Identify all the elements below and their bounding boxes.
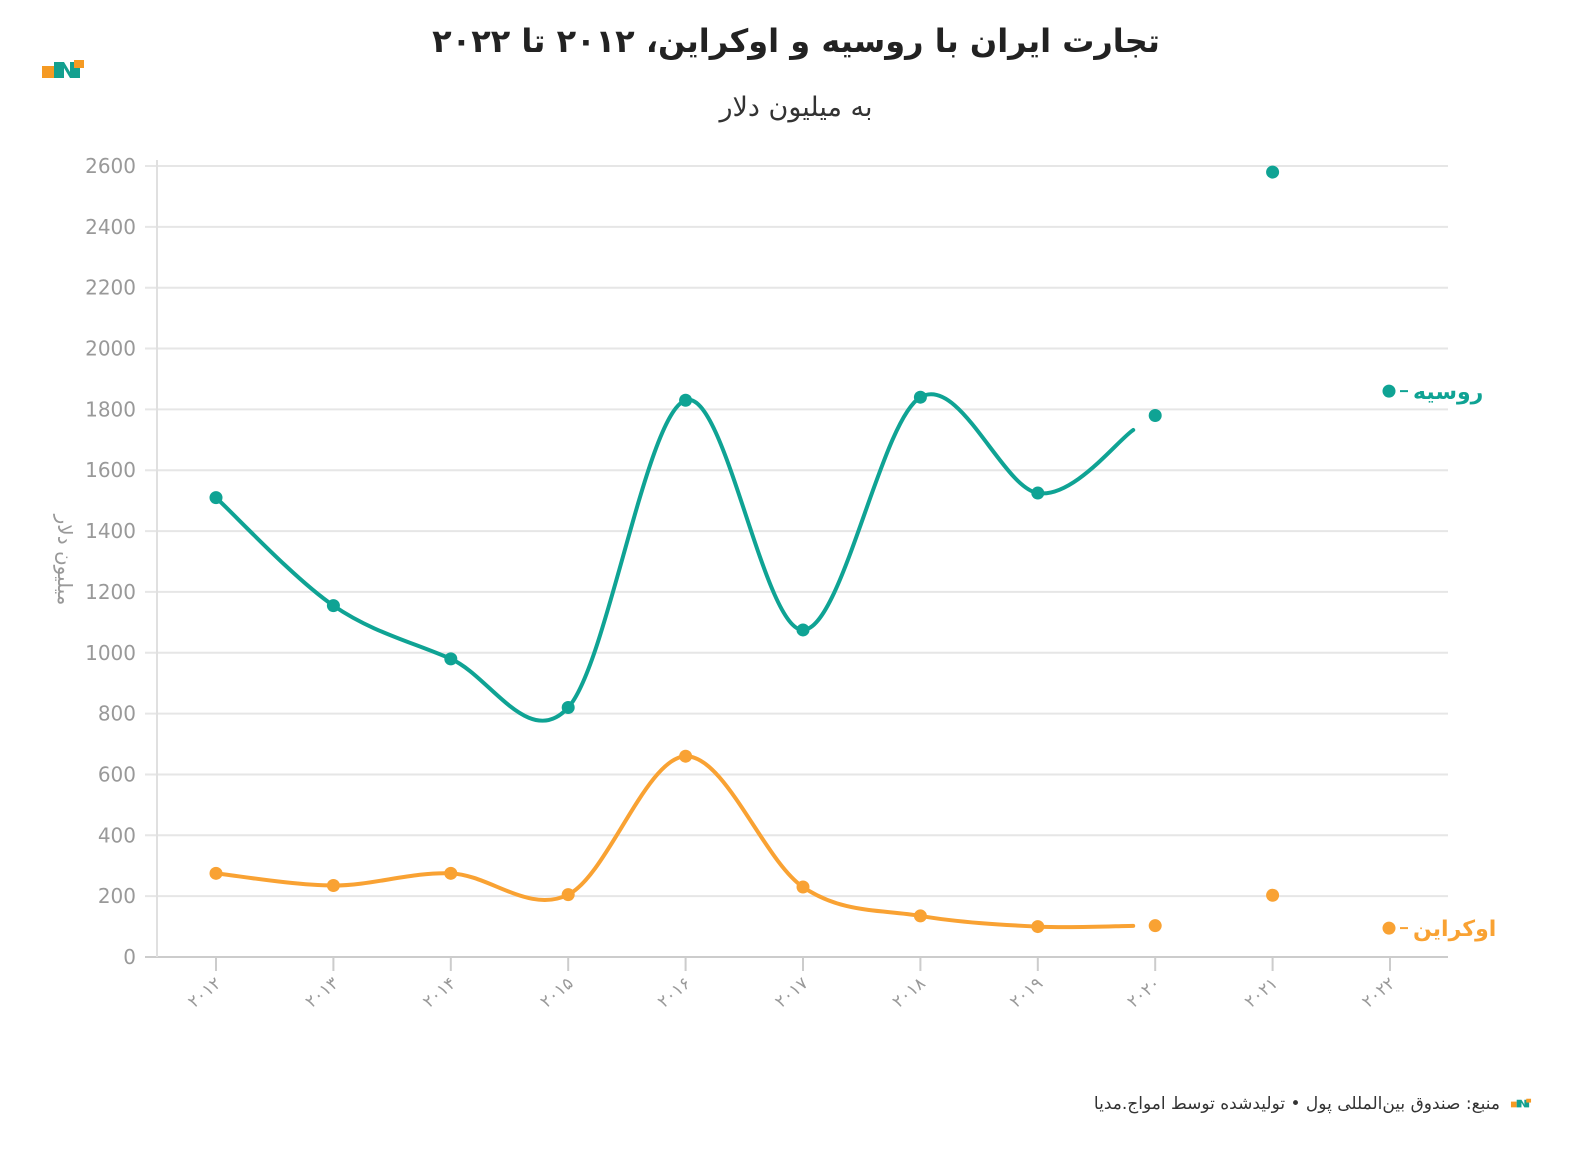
data-point bbox=[679, 749, 693, 763]
brand-logo bbox=[42, 60, 84, 78]
data-point bbox=[1148, 919, 1162, 933]
data-point bbox=[326, 879, 340, 893]
y-tick-label: 1800 bbox=[85, 397, 136, 421]
line-chart: 0 200 400 600 800 1000 1200 1400 1600 1800 2000 220… bbox=[53, 154, 1496, 1012]
x-tick-label: ۲۰۱۹ bbox=[1006, 974, 1047, 1013]
legend: روسیه اوکراین bbox=[1382, 380, 1496, 942]
series-russia bbox=[209, 165, 1280, 723]
legend-item-russia: روسیه bbox=[1382, 380, 1483, 405]
x-axis: ۲۰۱۲ ۲۰۱۳ ۲۰۱۴ ۲۰۱۵ ۲۰۱۶ ۲۰۱۷ ۲۰۱۸ ۲۰۱۹ ۲۰۲۰ ۲۰۲۱… bbox=[184, 957, 1399, 1012]
legend-marker bbox=[1382, 384, 1396, 398]
x-tick-label: ۲۰۱۴ bbox=[419, 974, 460, 1013]
y-tick-label: 1000 bbox=[85, 641, 136, 665]
x-tick-label: ۲۰۲۱ bbox=[1241, 974, 1282, 1013]
data-point bbox=[913, 390, 927, 404]
footer-logo bbox=[1510, 1098, 1532, 1108]
data-point bbox=[209, 491, 223, 505]
y-tick-label: 2600 bbox=[85, 154, 136, 178]
data-point bbox=[1031, 920, 1045, 934]
data-point bbox=[326, 599, 340, 613]
data-point bbox=[796, 880, 810, 894]
y-axis-ticks: 0 200 400 600 800 1000 1200 1400 1600 1800 2000 220… bbox=[85, 154, 136, 969]
data-point bbox=[1148, 408, 1162, 422]
y-tick-label: 2000 bbox=[85, 337, 136, 361]
series-ukraine bbox=[209, 749, 1280, 934]
data-point bbox=[913, 909, 927, 923]
data-point bbox=[1266, 888, 1280, 902]
gridlines bbox=[145, 160, 1448, 958]
y-tick-label: 1600 bbox=[85, 458, 136, 482]
x-tick-label: ۲۰۱۷ bbox=[771, 974, 812, 1013]
x-tick-label: ۲۰۱۸ bbox=[889, 974, 930, 1013]
data-point bbox=[561, 888, 575, 902]
y-tick-label: 600 bbox=[98, 762, 136, 786]
x-tick-label: ۲۰۲۰ bbox=[1124, 974, 1165, 1013]
data-point bbox=[1031, 486, 1045, 500]
y-tick-label: 1200 bbox=[85, 580, 136, 604]
legend-item-ukraine: اوکراین bbox=[1382, 917, 1496, 942]
data-point bbox=[679, 393, 693, 407]
y-tick-label: 800 bbox=[98, 702, 136, 726]
y-tick-label: 400 bbox=[98, 823, 136, 847]
series-line bbox=[214, 754, 1136, 930]
data-point bbox=[209, 866, 223, 880]
data-point bbox=[444, 652, 458, 666]
source-text: منبع: صندوق بین‌المللی پول • تولیدشده تو… bbox=[1093, 1094, 1500, 1114]
y-tick-label: 2200 bbox=[85, 276, 136, 300]
legend-label: روسیه bbox=[1413, 380, 1483, 405]
x-tick-label: ۲۰۲۲ bbox=[1358, 974, 1399, 1013]
y-axis-label: میلیون دلار bbox=[53, 514, 77, 606]
series-line bbox=[214, 392, 1136, 723]
x-tick-label: ۲۰۱۶ bbox=[654, 974, 695, 1013]
data-point bbox=[1266, 165, 1280, 179]
chart-subtitle: به میلیون دلار bbox=[719, 92, 873, 123]
x-tick-label: ۲۰۱۵ bbox=[537, 974, 578, 1013]
series-layer bbox=[209, 165, 1280, 934]
y-tick-label: 200 bbox=[98, 884, 136, 908]
chart-title: تجارت ایران با روسیه و اوکراین، ۲۰۱۲ تا … bbox=[432, 22, 1160, 60]
y-tick-label: 0 bbox=[123, 945, 136, 969]
x-tick-label: ۲۰۱۳ bbox=[302, 974, 343, 1013]
data-point bbox=[444, 866, 458, 880]
x-tick-label: ۲۰۱۲ bbox=[184, 974, 225, 1013]
footer: منبع: صندوق بین‌المللی پول • تولیدشده تو… bbox=[1094, 1094, 1532, 1114]
legend-label: اوکراین bbox=[1413, 917, 1496, 942]
data-point bbox=[796, 623, 810, 637]
y-tick-label: 1400 bbox=[85, 519, 136, 543]
y-tick-label: 2400 bbox=[85, 215, 136, 239]
data-point bbox=[561, 701, 575, 715]
legend-marker bbox=[1382, 921, 1396, 935]
